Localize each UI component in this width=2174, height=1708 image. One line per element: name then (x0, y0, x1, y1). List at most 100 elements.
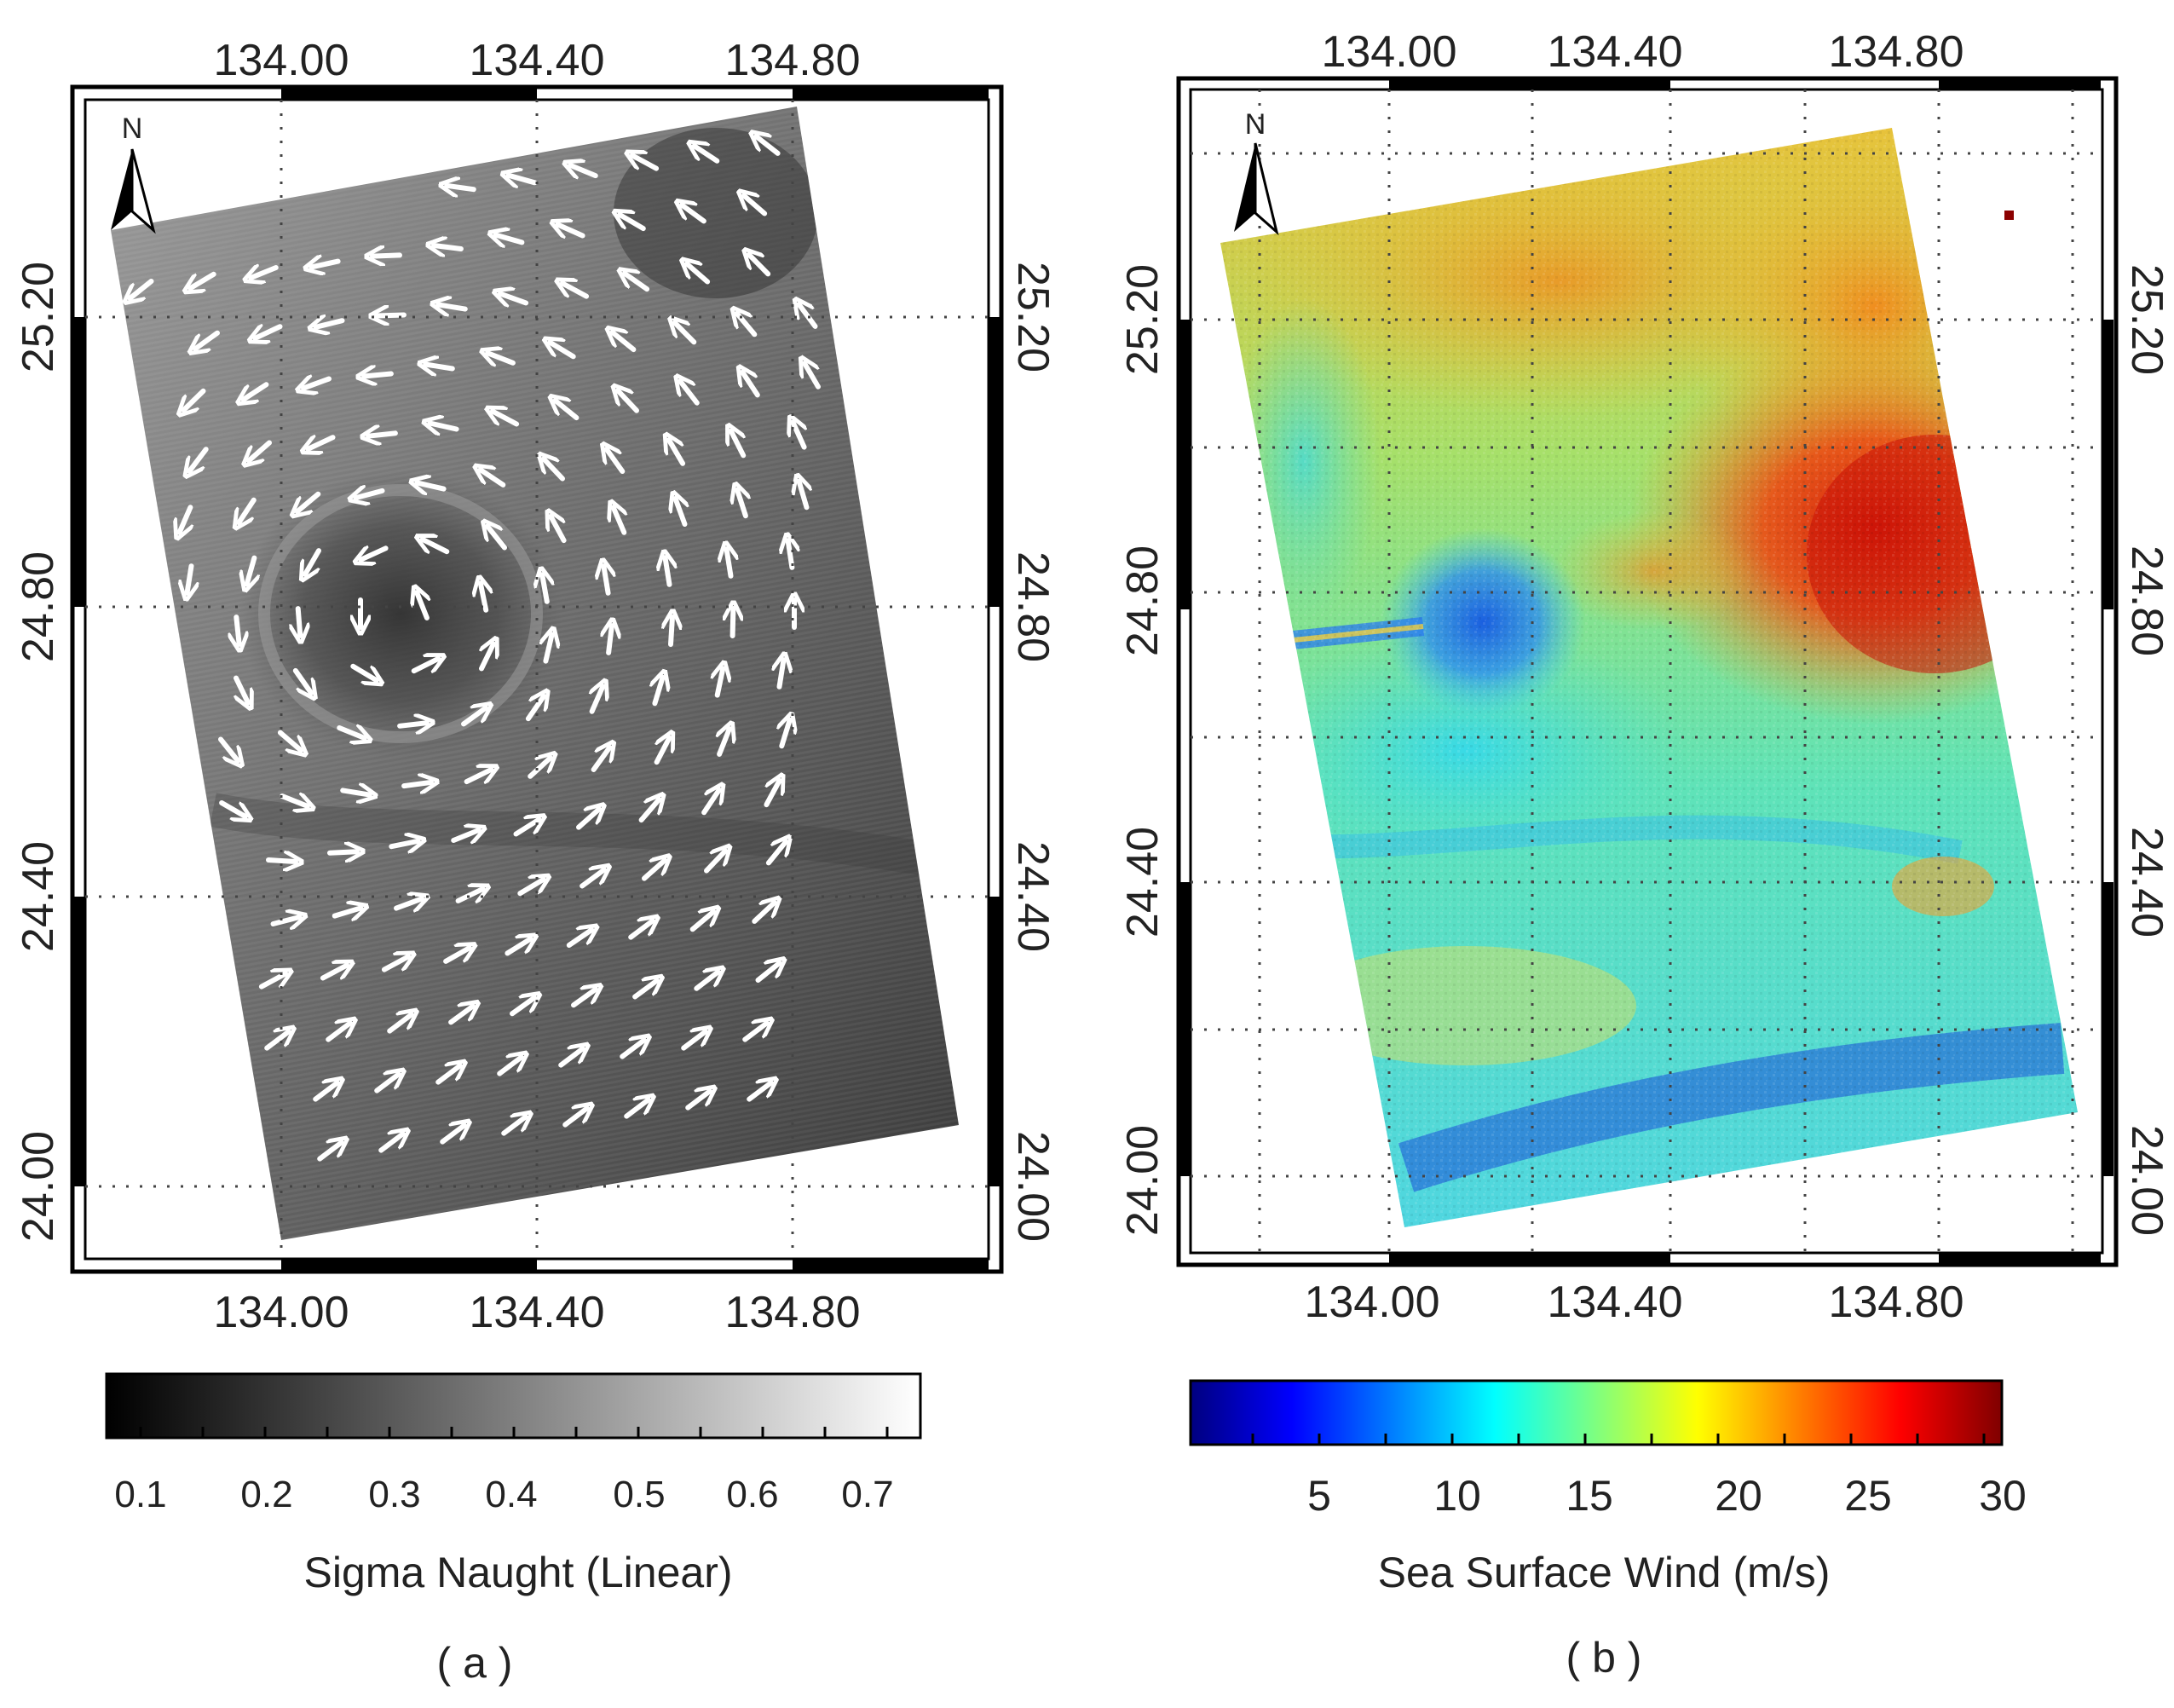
graticule-a (85, 100, 989, 1259)
x-tick-bottom-a-2: 134.40 (469, 1288, 604, 1337)
wind-arrow (799, 482, 807, 511)
marker-dot (2004, 211, 2014, 220)
wind-arrow (719, 729, 729, 757)
wind-arrow (765, 842, 786, 866)
wind-arrow (655, 678, 662, 707)
wind-arrow (247, 555, 255, 585)
wind-arrow (687, 264, 711, 285)
wind-arrow (620, 1040, 644, 1059)
wind-arrow (277, 730, 301, 751)
wind-arrow (608, 626, 612, 655)
wind-arrow (799, 304, 818, 329)
wind-arrow (669, 440, 686, 466)
wind-arrow (654, 738, 670, 765)
wind-arrow (316, 320, 345, 327)
wind-arrow (756, 136, 781, 156)
colorbar-b-tick-5: 25 (1844, 1472, 1892, 1520)
wind-arrow (461, 708, 486, 727)
wind-arrow (180, 505, 191, 532)
north-arrow-icon (111, 149, 132, 230)
wind-arrow (264, 1031, 289, 1051)
wind-arrow (749, 255, 771, 277)
y-tick-right-b-2: 24.80 (2122, 545, 2171, 656)
colorbar-b-tick-1: 5 (1307, 1472, 1331, 1520)
wind-arrow (311, 262, 341, 268)
wind-arrow (326, 1023, 350, 1042)
wind-arrow (793, 422, 804, 450)
wind-arrow (556, 401, 580, 421)
wind-arrow (440, 1125, 464, 1145)
wind-arrow (219, 800, 245, 816)
x-tick-bottom-b-3: 134.80 (1828, 1278, 1964, 1327)
wind-arrow (580, 870, 604, 889)
wind-arrow (671, 617, 672, 647)
wind-arrow (332, 908, 361, 915)
wind-arrow (320, 966, 347, 981)
wind-arrow (685, 1091, 710, 1111)
wind-arrow (130, 279, 154, 298)
colorbar-a-tick-7: 0.7 (841, 1474, 893, 1515)
wind-arrow (680, 381, 700, 406)
wind-arrow (317, 1142, 342, 1162)
colorbar-a-tick-2: 0.2 (240, 1474, 292, 1515)
x-tick-top-a-1: 134.00 (213, 36, 349, 85)
x-tick-top-b-2: 134.40 (1547, 27, 1682, 77)
wind-arrow (614, 507, 625, 535)
y-tick-right-b-3: 24.40 (2122, 827, 2171, 938)
wind-arrow (704, 851, 725, 874)
wind-arrow (303, 379, 332, 389)
wind-arrow (493, 412, 520, 427)
y-tick-right-b-1: 25.20 (2122, 264, 2171, 375)
wind-arrow (487, 353, 516, 363)
wind-arrow (694, 972, 718, 991)
wind-arrow (455, 889, 483, 901)
panel-a-caption: ( a ) (437, 1639, 513, 1687)
wind-arrow (624, 1099, 649, 1119)
wind-arrow (737, 490, 746, 519)
colorbar-b-tick-3: 15 (1566, 1472, 1613, 1520)
y-tick-left-a-3: 24.40 (14, 841, 63, 952)
wind-arrow (497, 1057, 522, 1076)
wind-arrow (695, 146, 720, 164)
wind-arrow (258, 973, 285, 990)
y-tick-right-a-4: 24.00 (1008, 1131, 1058, 1242)
wind-arrow (632, 981, 657, 1000)
wind-arrow (236, 675, 248, 703)
wind-arrow (337, 728, 365, 738)
wind-arrow (249, 440, 272, 461)
colorbar-b-tick-6: 30 (1979, 1472, 2027, 1520)
wind-arrow (360, 548, 389, 559)
panel-b-caption: ( b ) (1566, 1634, 1642, 1682)
wind-arrow (389, 841, 418, 846)
x-tick-top-a-3: 134.80 (724, 36, 860, 85)
y-tick-right-b-4: 24.00 (2122, 1125, 2171, 1236)
wind-arrow (430, 424, 459, 430)
y-tick-left-b-4: 24.00 (1118, 1125, 1168, 1236)
wind-arrow (256, 326, 283, 338)
wind-arrow (666, 557, 670, 587)
wind-arrow (550, 343, 576, 360)
colorbar-a-tick-1: 0.1 (114, 1474, 166, 1515)
wind-arrow (682, 205, 706, 224)
x-tick-top-a-2: 134.40 (469, 36, 604, 85)
wind-arrow (464, 770, 492, 785)
north-arrow-icon (1234, 143, 1255, 232)
wind-arrow (558, 1048, 583, 1068)
wind-arrow (313, 1082, 337, 1102)
colorbar-a-tick-4: 0.4 (485, 1474, 537, 1515)
svg-text:N: N (1245, 108, 1266, 141)
wind-arrow (566, 930, 591, 948)
wind-arrow (487, 527, 507, 551)
wind-arrow (570, 165, 598, 176)
wind-arrow (435, 1065, 460, 1085)
colorbar-b-title: Sea Surface Wind (m/s) (1378, 1549, 1831, 1596)
wind-arrow (618, 390, 639, 413)
wind-arrow (747, 1082, 771, 1102)
wind-arrow (280, 796, 308, 806)
eddy-dark-core (239, 469, 562, 759)
wind-arrow (638, 799, 660, 823)
wind-arrow (417, 592, 427, 620)
y-tick-left-b-3: 24.40 (1118, 827, 1168, 938)
wind-arrow (513, 820, 539, 837)
